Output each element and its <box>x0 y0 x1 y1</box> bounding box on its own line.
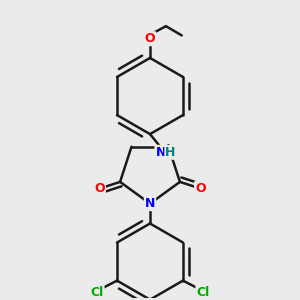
Text: Cl: Cl <box>90 286 104 299</box>
Text: N: N <box>145 197 155 210</box>
Text: O: O <box>94 182 105 195</box>
Text: O: O <box>145 32 155 45</box>
Text: O: O <box>195 182 206 195</box>
Text: N: N <box>155 146 166 159</box>
Text: Cl: Cl <box>196 286 210 299</box>
Text: H: H <box>165 146 176 159</box>
